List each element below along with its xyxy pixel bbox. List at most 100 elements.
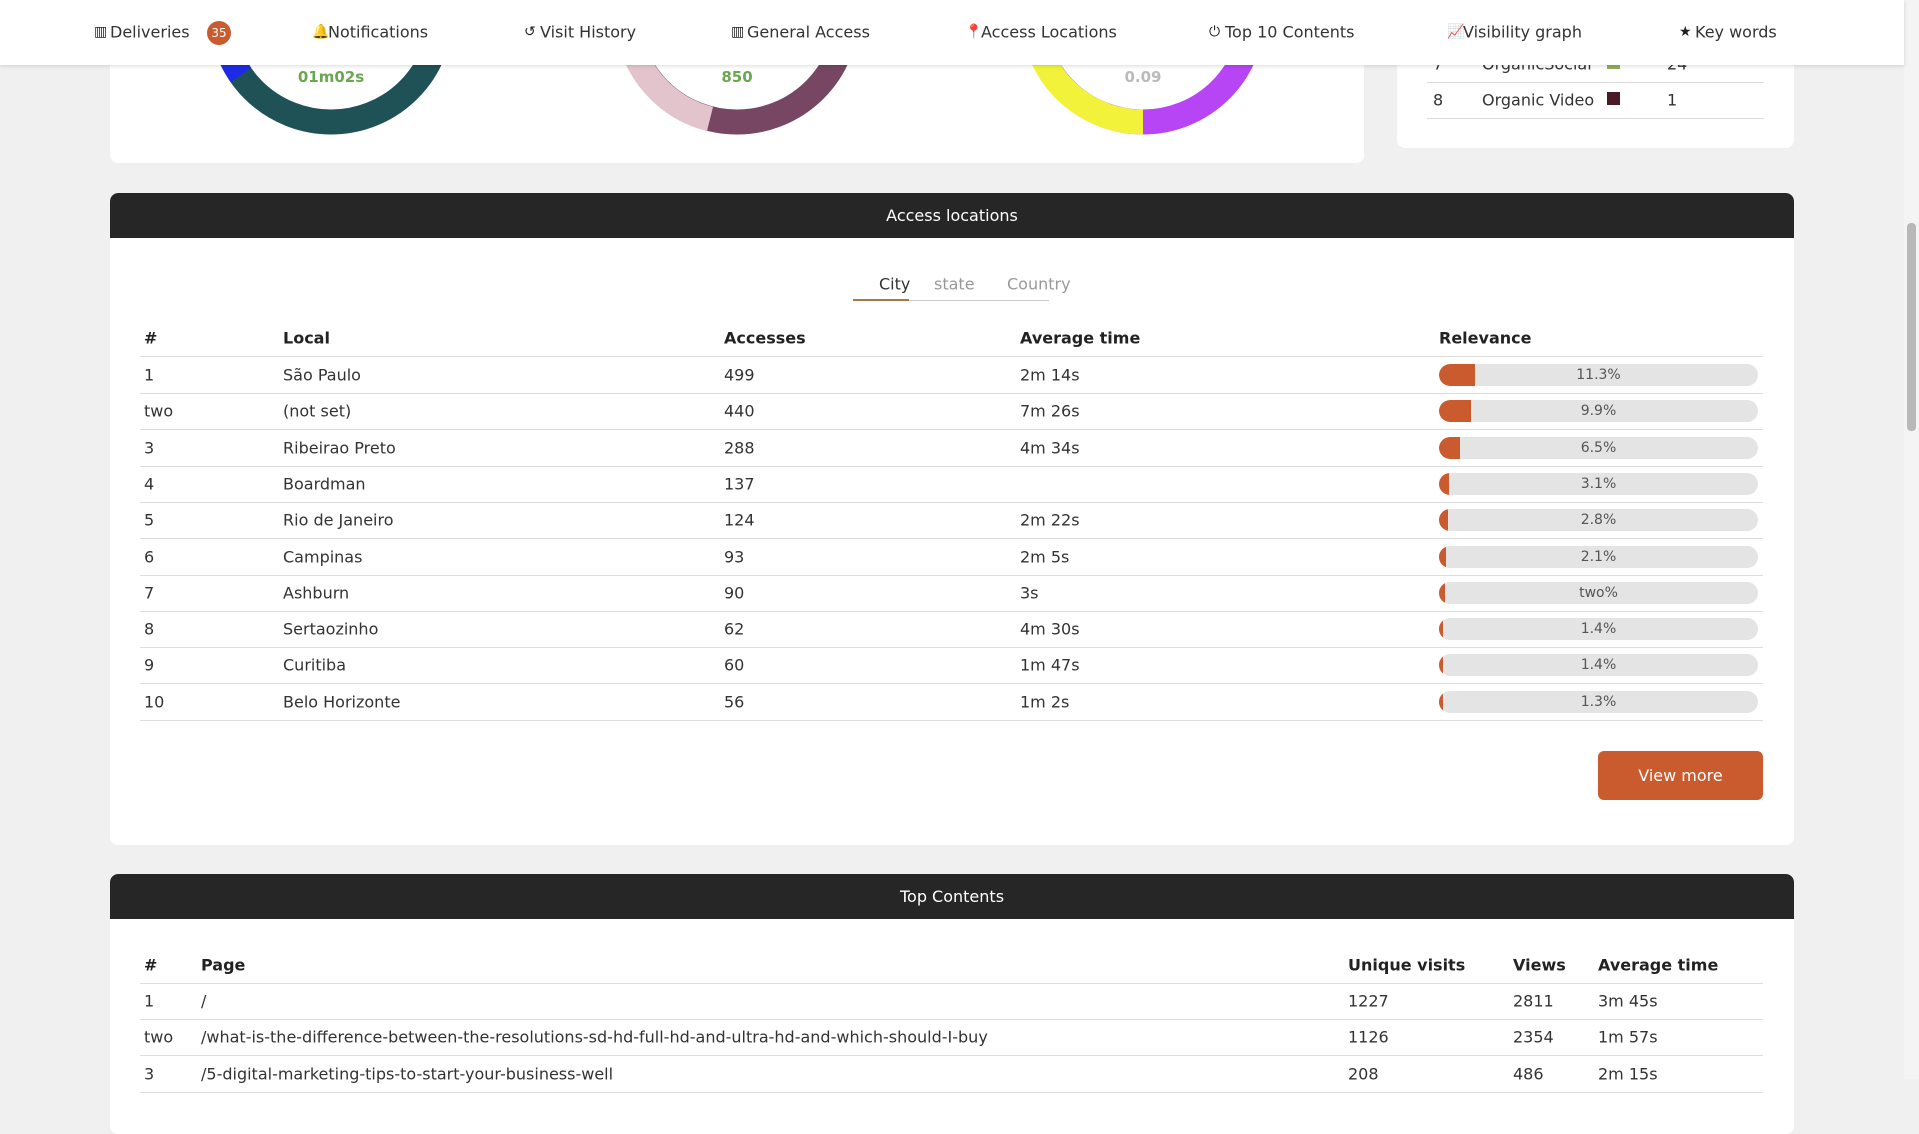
relevance-fill bbox=[1439, 364, 1476, 386]
cell-accesses: 499 bbox=[724, 365, 755, 385]
column-header: Average time bbox=[1598, 955, 1719, 975]
section-header: Access locations bbox=[110, 193, 1794, 238]
nav-item[interactable]: Top 10 Contents bbox=[1225, 22, 1355, 42]
nav-item[interactable]: Deliveries bbox=[110, 22, 190, 42]
cell-rank: 10 bbox=[144, 692, 165, 712]
cell-local: Sertaozinho bbox=[283, 619, 379, 639]
cell-accesses: 137 bbox=[724, 474, 755, 494]
relevance-bar: 1.4% bbox=[1439, 618, 1758, 641]
row-line bbox=[140, 501, 1763, 503]
row-line bbox=[1427, 82, 1764, 83]
relevance-label: 2.8% bbox=[1580, 512, 1617, 529]
relevance-label: two% bbox=[1579, 584, 1618, 601]
cell-avg-time: 7m 26s bbox=[1020, 401, 1080, 421]
tab-underline bbox=[853, 300, 1049, 301]
nav-icon: ▥ bbox=[94, 24, 108, 40]
cell-rank: 6 bbox=[144, 547, 155, 566]
cell-page: /what-is-the-difference-between-the-reso… bbox=[201, 1027, 988, 1047]
cell-views: 2811 bbox=[1513, 991, 1554, 1011]
cell-local: Belo Horizonte bbox=[283, 692, 401, 712]
tab[interactable]: state bbox=[934, 274, 975, 294]
relevance-bar: 2.1% bbox=[1439, 545, 1758, 568]
scroll-thumb[interactable] bbox=[1907, 223, 1916, 431]
cell-page: / bbox=[201, 991, 207, 1011]
nav-icon: 🔔 bbox=[312, 24, 330, 40]
nav-item[interactable]: Access Locations bbox=[981, 22, 1117, 42]
row-line bbox=[140, 719, 1763, 721]
nav-icon: ▥ bbox=[731, 24, 745, 40]
cell-views: 486 bbox=[1513, 1064, 1544, 1084]
view-more-button[interactable]: View more bbox=[1598, 751, 1763, 800]
column-header: Views bbox=[1513, 955, 1566, 975]
row-line bbox=[140, 429, 1763, 431]
cell-unique: 1126 bbox=[1348, 1027, 1389, 1047]
header-line bbox=[140, 356, 1763, 357]
tab[interactable]: City bbox=[879, 274, 911, 294]
cell-rank: 3 bbox=[144, 1064, 155, 1084]
nav-icon: 📈 bbox=[1447, 24, 1465, 40]
column-header: # bbox=[144, 328, 158, 348]
nav-item[interactable]: Visit History bbox=[540, 22, 637, 42]
relevance-bar: two% bbox=[1439, 581, 1758, 604]
cell-local: Rio de Janeiro bbox=[283, 510, 394, 530]
nav-icon: 📍 bbox=[965, 24, 983, 40]
channel-color bbox=[1607, 92, 1620, 105]
tab[interactable]: Country bbox=[1007, 274, 1071, 294]
row-line bbox=[140, 393, 1763, 394]
relevance-fill bbox=[1439, 690, 1444, 713]
cell-rank: 5 bbox=[144, 510, 155, 530]
nav-icon: ⏻ bbox=[1209, 24, 1221, 40]
donut-label: 850 bbox=[721, 68, 753, 86]
nav-item[interactable]: Key words bbox=[1695, 22, 1777, 42]
cell-avg-time: 1m 2s bbox=[1020, 692, 1070, 712]
cell-avg-time: 2m 22s bbox=[1020, 510, 1080, 530]
column-header: Average time bbox=[1020, 328, 1141, 348]
tab-active bbox=[853, 299, 909, 301]
nav-item[interactable]: Visibility graph bbox=[1463, 22, 1582, 42]
cell-local: Curitiba bbox=[283, 655, 347, 675]
cell-avg-time: 2m 14s bbox=[1020, 365, 1080, 385]
cell-accesses: 93 bbox=[724, 547, 745, 566]
nav-bar: ▥ Deliveries 🔔 Notifications ↺ Visit History ▥… bbox=[0, 0, 1904, 65]
donut-label: 0.09 bbox=[1124, 68, 1162, 86]
cell-rank: two bbox=[144, 1027, 174, 1047]
cell-accesses: 56 bbox=[724, 692, 745, 712]
nav-item[interactable]: General Access bbox=[747, 22, 870, 42]
channel-rank: 8 bbox=[1433, 90, 1444, 110]
cell-local: São Paulo bbox=[283, 365, 361, 385]
cell-accesses: 288 bbox=[724, 438, 755, 458]
row-line bbox=[140, 647, 1763, 649]
cell-avg-time: 3s bbox=[1020, 583, 1039, 603]
cell-rank: 3 bbox=[144, 438, 155, 458]
column-header: Unique visits bbox=[1348, 955, 1466, 975]
row-line bbox=[140, 1055, 1763, 1057]
row-line bbox=[140, 574, 1763, 576]
cell-avg-time: 4m 30s bbox=[1020, 619, 1080, 639]
cell-unique: 208 bbox=[1348, 1064, 1379, 1084]
relevance-bar: 11.3% bbox=[1439, 364, 1758, 386]
relevance-label: 9.9% bbox=[1580, 403, 1617, 420]
row-line bbox=[1427, 118, 1764, 119]
row-line bbox=[140, 1091, 1763, 1093]
cell-accesses: 62 bbox=[724, 619, 745, 639]
cell-avg-time: 2m 15s bbox=[1598, 1064, 1658, 1084]
relevance-fill bbox=[1439, 581, 1446, 604]
row-line bbox=[140, 465, 1763, 467]
cell-avg-time: 1m 57s bbox=[1598, 1027, 1658, 1047]
cell-local: Campinas bbox=[283, 547, 363, 566]
cell-local: Boardman bbox=[283, 474, 366, 494]
cell-views: 2354 bbox=[1513, 1027, 1554, 1047]
relevance-fill bbox=[1439, 472, 1449, 495]
cell-accesses: 90 bbox=[724, 583, 745, 603]
cell-avg-time: 2m 5s bbox=[1020, 547, 1070, 566]
relevance-bar: 2.8% bbox=[1439, 509, 1758, 532]
relevance-label: 2.1% bbox=[1580, 548, 1617, 565]
cell-local: Ashburn bbox=[283, 583, 350, 603]
nav-item[interactable]: Notifications bbox=[328, 22, 429, 42]
cell-avg-time: 1m 47s bbox=[1020, 655, 1080, 675]
badge: 35 bbox=[207, 21, 231, 45]
relevance-fill bbox=[1439, 545, 1446, 568]
relevance-label: 6.5% bbox=[1580, 439, 1617, 456]
relevance-fill bbox=[1439, 509, 1448, 532]
column-header: Accesses bbox=[724, 328, 806, 348]
